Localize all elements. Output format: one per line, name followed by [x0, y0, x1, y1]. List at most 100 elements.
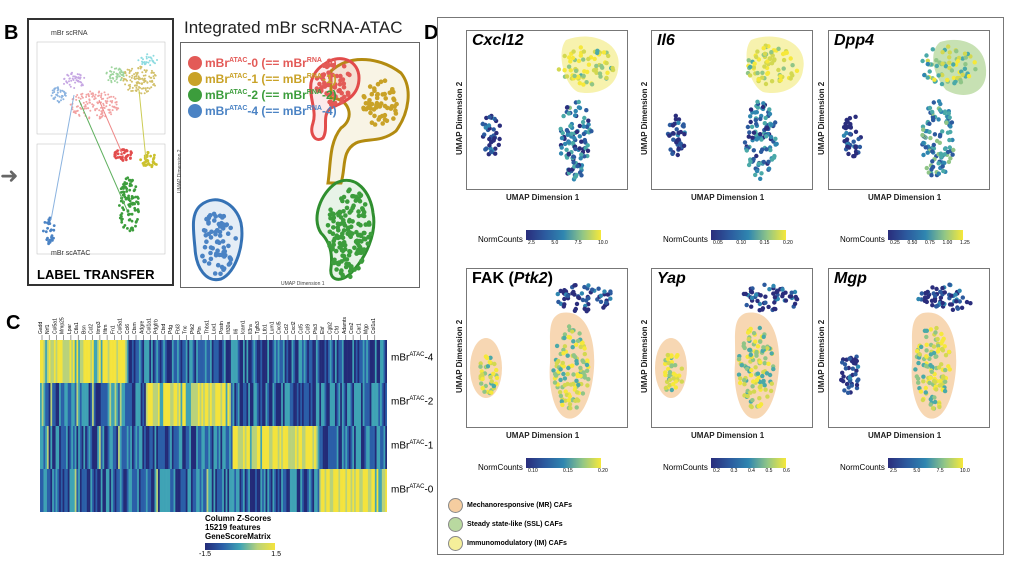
cell-point: [947, 302, 953, 307]
cell-point: [137, 59, 140, 62]
heatmap-cell: [234, 383, 237, 426]
cell-point: [483, 125, 488, 130]
heatmap-cell: [286, 340, 289, 383]
heatmap-cell: [239, 426, 242, 469]
cell-point: [134, 89, 137, 92]
cell-point: [362, 202, 368, 207]
cell-point: [339, 259, 344, 264]
heatmap-cell: [341, 469, 344, 512]
cell-point: [557, 390, 563, 395]
heatmap-cell: [277, 383, 280, 426]
heatmap-cell: [159, 426, 162, 469]
feature-umap-svg: [665, 36, 804, 181]
heatmap-cell: [154, 383, 157, 426]
cell-point: [109, 100, 112, 103]
heatmap-cell: [88, 426, 91, 469]
heatmap-cell: [369, 383, 372, 426]
cell-point: [49, 229, 52, 233]
cell-point: [129, 79, 132, 82]
heatmap-cell: [53, 383, 56, 426]
heatmap-cell: [260, 469, 263, 512]
heatmap-cell: [128, 383, 131, 426]
colorbar-tick: 5.0: [913, 468, 921, 474]
heatmap-cell: [131, 340, 134, 383]
cell-point: [574, 405, 579, 410]
heatmap-cell: [270, 383, 273, 426]
heatmap-cell: [340, 340, 343, 383]
cell-point: [841, 133, 847, 138]
cell-point: [924, 342, 929, 347]
cell-point: [951, 147, 956, 153]
heatmap-cell: [43, 383, 46, 426]
heatmap-cell: [300, 340, 303, 383]
heatmap-cell: [52, 426, 55, 469]
cell-point: [134, 84, 136, 87]
heatmap-cell: [144, 340, 147, 383]
heatmap-cell: [111, 383, 114, 426]
cell-point: [85, 96, 88, 98]
heatmap-cell: [194, 340, 197, 383]
heatmap-cell: [281, 426, 284, 469]
heatmap-cell: [112, 426, 115, 469]
heatmap-cell: [52, 383, 55, 426]
heatmap-cell: [340, 469, 343, 512]
heatmap-cell: [163, 469, 166, 512]
cell-point: [47, 218, 51, 222]
cell-point: [673, 117, 679, 122]
gene-label: Col5a1: [53, 318, 59, 334]
cell-point: [57, 101, 60, 104]
cell-point: [670, 131, 676, 136]
heatmap-cell: [348, 383, 351, 426]
cell-point: [582, 346, 587, 351]
heatmap-cell: [168, 426, 171, 469]
cell-point: [208, 250, 213, 256]
colorbar-tick: 0.10: [736, 240, 747, 246]
heatmap-cell: [45, 469, 48, 512]
cell-point: [139, 78, 142, 80]
heatmap-cell: [220, 383, 223, 426]
heatmap-cell: [168, 469, 171, 512]
cell-point: [748, 390, 753, 395]
heatmap-cell: [293, 340, 296, 383]
cell-point: [574, 172, 579, 178]
cell-point: [76, 109, 79, 112]
cell-point: [964, 299, 970, 305]
cell-point: [88, 116, 91, 119]
cell-point: [925, 289, 930, 295]
heatmap-cell: [215, 340, 218, 383]
cell-point: [610, 65, 615, 71]
cell-point: [681, 143, 687, 148]
cell-point: [916, 296, 921, 302]
heatmap-cell: [354, 383, 357, 426]
cell-point: [496, 142, 501, 148]
cell-point: [331, 242, 336, 247]
heatmap-cell: [166, 340, 169, 383]
panel-d-letter: D: [424, 22, 439, 44]
heatmap-cell: [348, 426, 351, 469]
gene-label: Ptn: [197, 326, 203, 334]
cell-point: [570, 345, 575, 350]
colorbar-tick: 0.10: [528, 468, 538, 474]
heatmap-cell: [301, 340, 305, 383]
cell-point: [572, 164, 577, 169]
heatmap-cell: [152, 340, 155, 383]
gene-label: Tnc: [183, 325, 189, 334]
heatmap-cell: [329, 469, 332, 512]
scale-max: 1.5: [271, 551, 281, 558]
heatmap-cell: [145, 426, 148, 469]
heatmap-cell: [355, 383, 358, 426]
heatmap-cell: [262, 383, 265, 426]
cell-point: [74, 81, 77, 84]
cell-point: [940, 129, 945, 134]
cell-point: [748, 119, 753, 125]
cell-point: [66, 74, 69, 76]
cell-point: [116, 156, 120, 159]
heatmap-cell: [194, 469, 197, 512]
heatmap-cell: [57, 340, 60, 383]
cluster-4-label: mBrATAC-4 (== mBrRNA-4): [205, 104, 337, 118]
cell-point: [83, 107, 86, 110]
heatmap-cell: [345, 426, 348, 469]
heatmap-cell: [322, 469, 325, 512]
cell-point: [794, 68, 800, 73]
cell-point: [855, 364, 861, 369]
